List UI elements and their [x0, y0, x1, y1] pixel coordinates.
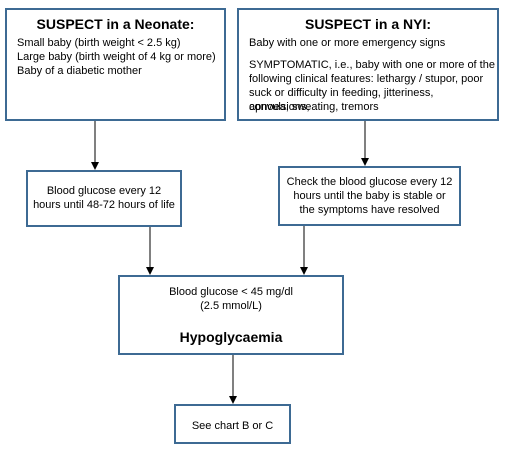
- glucose-right-line-3: the symptoms have resolved: [299, 204, 440, 216]
- neonate-line-3: Baby of a diabetic mother: [17, 65, 142, 77]
- hypo-mmol-line: (2.5 mmol/L): [200, 300, 262, 312]
- nyi-symptomatic-line-4: apnoea, sweating, tremors: [249, 101, 379, 113]
- glucose-right-line-1: Check the blood glucose every 12: [286, 176, 453, 188]
- hypoglycaemia-title: Hypoglycaemia: [179, 329, 283, 345]
- hypo-threshold-line: Blood glucose < 45 mg/dl: [169, 286, 293, 298]
- nyi-box: SUSPECT in a NYI: Baby with one or more …: [237, 8, 499, 121]
- nyi-title: SUSPECT in a NYI:: [304, 16, 432, 32]
- nyi-emergency-line: Baby with one or more emergency signs: [249, 37, 446, 49]
- glucose-left-line-1: Blood glucose every 12: [46, 185, 162, 197]
- nyi-symptomatic-line-3: suck or difficulty in feeding, jitterine…: [249, 87, 434, 113]
- glucose-monitoring-right-box: Check the blood glucose every 12 hours u…: [278, 166, 461, 226]
- nyi-symptomatic-line-1: SYMPTOMATIC, i.e., baby with one or more…: [249, 59, 495, 71]
- nyi-symptomatic-line-2: following clinical features: lethargy / …: [249, 73, 484, 85]
- neonate-line-1: Small baby (birth weight < 2.5 kg): [17, 37, 181, 49]
- see-chart-label: See chart B or C: [191, 420, 274, 432]
- neonate-title: SUSPECT in a Neonate:: [36, 16, 195, 32]
- glucose-right-line-2: hours until the baby is stable or: [293, 190, 446, 202]
- glucose-monitoring-left-box: Blood glucose every 12 hours until 48-72…: [26, 170, 182, 227]
- see-chart-box: See chart B or C: [174, 404, 291, 444]
- glucose-left-line-2: hours until 48-72 hours of life: [33, 199, 175, 211]
- neonate-box: SUSPECT in a Neonate: Small baby (birth …: [5, 8, 226, 121]
- neonate-line-2: Large baby (birth weight of 4 kg or more…: [17, 51, 216, 63]
- hypoglycaemia-box: Blood glucose < 45 mg/dl (2.5 mmol/L) Hy…: [118, 275, 344, 355]
